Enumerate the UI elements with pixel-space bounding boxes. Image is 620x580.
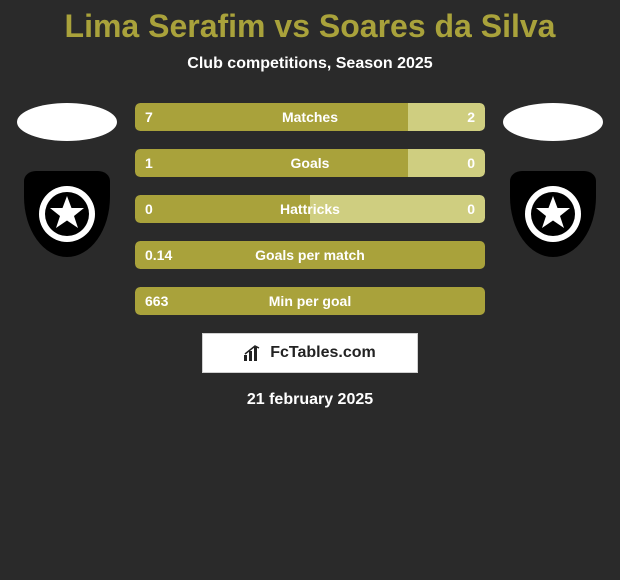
footer-date: 21 february 2025 [0, 391, 620, 409]
star-shield-icon [523, 184, 583, 244]
star-shield-icon [37, 184, 97, 244]
left-column [17, 103, 117, 257]
comparison-infographic: Lima Serafim vs Soares da Silva Club com… [0, 0, 620, 409]
stat-bar: 00Hattricks [135, 195, 485, 223]
stat-right-value: 0 [467, 149, 475, 177]
stat-right-value: 0 [467, 195, 475, 223]
player2-club-badge [510, 171, 596, 257]
stat-right-value: 2 [467, 103, 475, 131]
brand-attribution: FcTables.com [202, 333, 418, 373]
stat-bar: 10Goals [135, 149, 485, 177]
page-title: Lima Serafim vs Soares da Silva [0, 8, 620, 45]
brand-text: FcTables.com [270, 344, 376, 362]
player2-avatar-placeholder [503, 103, 603, 141]
player2-name: Soares da Silva [319, 8, 556, 44]
stat-bar-left-seg [135, 195, 310, 223]
stat-bar-left-seg [135, 103, 408, 131]
bar-chart-icon [244, 345, 264, 361]
stat-left-value: 0 [145, 195, 153, 223]
vs-separator: vs [274, 8, 310, 44]
stat-bar: 0.14Goals per match [135, 241, 485, 269]
stat-bar-right-seg [310, 195, 485, 223]
stat-bar: 663Min per goal [135, 287, 485, 315]
stats-bars: 72Matches10Goals00Hattricks0.14Goals per… [135, 103, 485, 315]
main-row: 72Matches10Goals00Hattricks0.14Goals per… [0, 103, 620, 315]
stat-left-value: 0.14 [145, 241, 172, 269]
stat-bar: 72Matches [135, 103, 485, 131]
stat-bar-left-seg [135, 241, 485, 269]
stat-bar-left-seg [135, 149, 408, 177]
stat-left-value: 663 [145, 287, 168, 315]
player1-name: Lima Serafim [65, 8, 266, 44]
stat-left-value: 1 [145, 149, 153, 177]
player1-avatar-placeholder [17, 103, 117, 141]
stat-bar-left-seg [135, 287, 485, 315]
stat-left-value: 7 [145, 103, 153, 131]
right-column [503, 103, 603, 257]
subtitle: Club competitions, Season 2025 [0, 55, 620, 73]
player1-club-badge [24, 171, 110, 257]
